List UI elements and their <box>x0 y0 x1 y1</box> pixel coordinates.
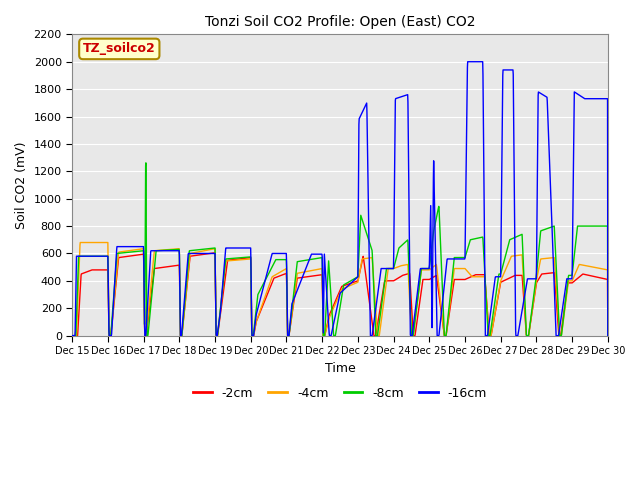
X-axis label: Time: Time <box>324 361 355 374</box>
Y-axis label: Soil CO2 (mV): Soil CO2 (mV) <box>15 141 28 229</box>
Title: Tonzi Soil CO2 Profile: Open (East) CO2: Tonzi Soil CO2 Profile: Open (East) CO2 <box>205 15 476 29</box>
Text: TZ_soilco2: TZ_soilco2 <box>83 42 156 55</box>
Legend: -2cm, -4cm, -8cm, -16cm: -2cm, -4cm, -8cm, -16cm <box>188 382 492 405</box>
